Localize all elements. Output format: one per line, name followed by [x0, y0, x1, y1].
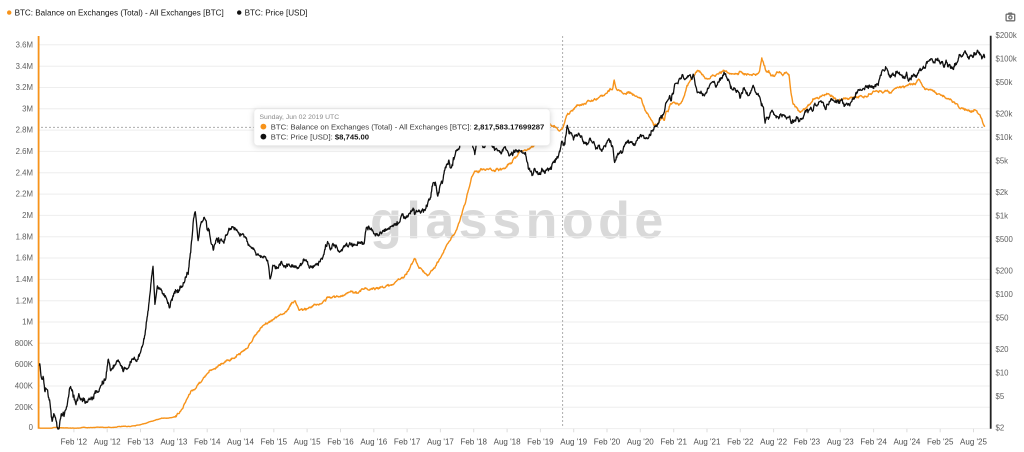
- svg-text:$5: $5: [996, 392, 1005, 401]
- svg-text:Aug '15: Aug '15: [294, 438, 321, 447]
- svg-text:Aug '22: Aug '22: [760, 438, 787, 447]
- svg-text:Feb '25: Feb '25: [927, 438, 954, 447]
- svg-text:Aug '18: Aug '18: [494, 438, 521, 447]
- svg-text:3.6M: 3.6M: [16, 40, 33, 49]
- svg-text:Aug '12: Aug '12: [94, 438, 121, 447]
- svg-text:$500: $500: [996, 235, 1014, 244]
- svg-text:Aug '25: Aug '25: [960, 438, 987, 447]
- svg-text:$50k: $50k: [996, 78, 1013, 87]
- svg-text:Feb '14: Feb '14: [194, 438, 221, 447]
- svg-text:$1k: $1k: [996, 212, 1009, 221]
- svg-text:Feb '21: Feb '21: [660, 438, 687, 447]
- svg-text:Feb '23: Feb '23: [794, 438, 821, 447]
- svg-text:1.2M: 1.2M: [16, 296, 33, 305]
- svg-text:Aug '17: Aug '17: [427, 438, 454, 447]
- svg-text:0: 0: [29, 423, 34, 432]
- svg-text:$20: $20: [996, 345, 1010, 354]
- svg-text:$20k: $20k: [996, 109, 1013, 118]
- svg-text:Aug '23: Aug '23: [827, 438, 854, 447]
- svg-text:1.8M: 1.8M: [16, 232, 33, 241]
- svg-text:Feb '18: Feb '18: [460, 438, 487, 447]
- svg-text:$2k: $2k: [996, 188, 1009, 197]
- svg-text:BTC: Balance on Exchanges (Tot: BTC: Balance on Exchanges (Total) - All …: [15, 8, 224, 17]
- svg-text:$5k: $5k: [996, 157, 1009, 166]
- svg-text:Feb '15: Feb '15: [261, 438, 288, 447]
- svg-text:2.6M: 2.6M: [16, 147, 33, 156]
- svg-text:1.6M: 1.6M: [16, 254, 33, 263]
- svg-text:Aug '21: Aug '21: [694, 438, 721, 447]
- svg-text:Sunday, Jun 02 2019 UTC: Sunday, Jun 02 2019 UTC: [260, 114, 340, 121]
- svg-text:200K: 200K: [15, 403, 34, 412]
- svg-text:Feb '16: Feb '16: [327, 438, 354, 447]
- svg-text:Aug '19: Aug '19: [560, 438, 587, 447]
- svg-text:$100: $100: [996, 290, 1014, 299]
- svg-text:Aug '14: Aug '14: [227, 438, 254, 447]
- svg-text:BTC: Balance on Exchanges (Tot: BTC: Balance on Exchanges (Total) - All …: [271, 122, 545, 131]
- svg-text:glassnode: glassnode: [370, 192, 668, 250]
- svg-text:2.4M: 2.4M: [16, 168, 33, 177]
- svg-text:Aug '13: Aug '13: [160, 438, 187, 447]
- svg-text:Feb '24: Feb '24: [860, 438, 887, 447]
- svg-text:BTC: Price [USD]: $8,745.00: BTC: Price [USD]: $8,745.00: [271, 132, 369, 141]
- svg-text:Aug '16: Aug '16: [360, 438, 387, 447]
- svg-text:3M: 3M: [22, 104, 33, 113]
- svg-text:Feb '17: Feb '17: [394, 438, 421, 447]
- svg-text:400K: 400K: [15, 382, 34, 391]
- svg-text:Feb '19: Feb '19: [527, 438, 554, 447]
- svg-text:Feb '12: Feb '12: [61, 438, 88, 447]
- svg-text:Feb '13: Feb '13: [127, 438, 154, 447]
- svg-text:800K: 800K: [15, 339, 34, 348]
- svg-text:$100k: $100k: [996, 55, 1017, 64]
- svg-text:Feb '20: Feb '20: [594, 438, 621, 447]
- svg-text:$200k: $200k: [996, 31, 1017, 40]
- svg-text:$50: $50: [996, 314, 1010, 323]
- svg-text:Aug '24: Aug '24: [893, 438, 920, 447]
- svg-text:$10k: $10k: [996, 133, 1013, 142]
- svg-text:3.2M: 3.2M: [16, 83, 33, 92]
- svg-text:1.4M: 1.4M: [16, 275, 33, 284]
- svg-text:2.8M: 2.8M: [16, 126, 33, 135]
- svg-text:2.2M: 2.2M: [16, 190, 33, 199]
- svg-text:$10: $10: [996, 369, 1010, 378]
- svg-text:2M: 2M: [22, 211, 33, 220]
- svg-text:3.4M: 3.4M: [16, 62, 33, 71]
- svg-text:Aug '20: Aug '20: [627, 438, 654, 447]
- svg-text:600K: 600K: [15, 360, 34, 369]
- svg-text:Feb '22: Feb '22: [727, 438, 754, 447]
- svg-text:1M: 1M: [22, 318, 33, 327]
- svg-text:$2: $2: [996, 423, 1005, 432]
- svg-text:$200: $200: [996, 266, 1014, 275]
- svg-text:BTC: Price [USD]: BTC: Price [USD]: [245, 8, 308, 17]
